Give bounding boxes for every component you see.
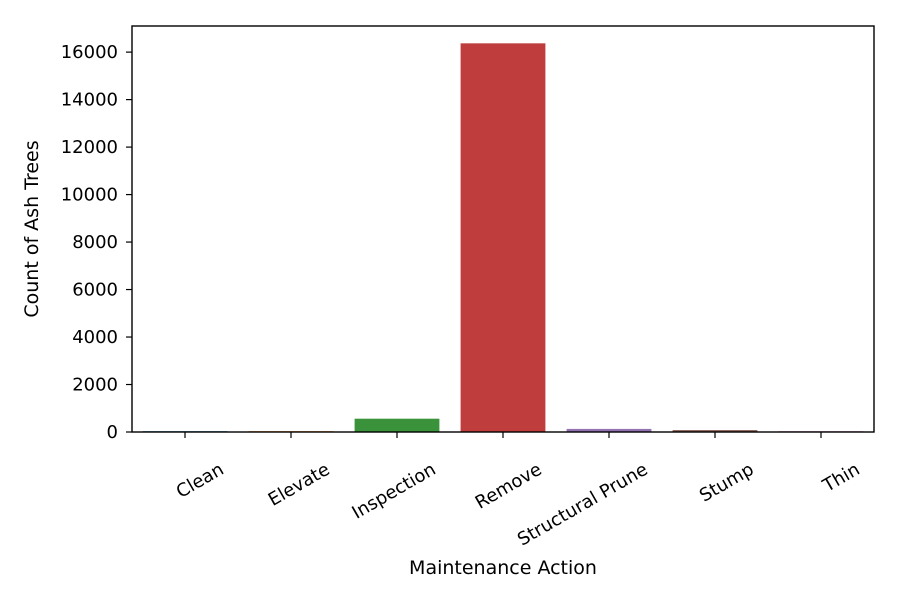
x-axis-title: Maintenance Action — [409, 557, 597, 579]
x-tick-label: Clean — [173, 459, 228, 503]
y-tick-label: 6000 — [72, 280, 118, 301]
plot-frame — [131, 25, 875, 433]
bar-remove — [460, 43, 546, 433]
y-tick-label: 4000 — [72, 327, 118, 348]
x-tick-label: Thin — [819, 459, 864, 497]
y-tick-label: 12000 — [61, 137, 118, 158]
y-tick-label: 14000 — [61, 90, 118, 111]
y-tick-label: 16000 — [61, 42, 118, 63]
x-tick-label: Elevate — [265, 459, 334, 511]
x-tick-label: Stump — [696, 459, 757, 507]
y-tick-label: 0 — [107, 422, 118, 443]
bar-inspection — [354, 418, 440, 432]
y-axis: 0 2000 4000 6000 8000 10000 12000 14000 16000 — [61, 42, 132, 443]
y-tick-label: 8000 — [72, 232, 118, 253]
y-tick-label: 2000 — [72, 375, 118, 396]
y-axis-title: Count of Ash Trees — [21, 140, 43, 317]
x-tick-label: Inspection — [348, 459, 439, 524]
bar-structural-prune — [566, 428, 652, 432]
bars-group — [142, 43, 864, 433]
y-tick-label: 10000 — [61, 185, 118, 206]
bar-stump — [672, 430, 758, 432]
x-tick-label: Remove — [472, 459, 546, 514]
